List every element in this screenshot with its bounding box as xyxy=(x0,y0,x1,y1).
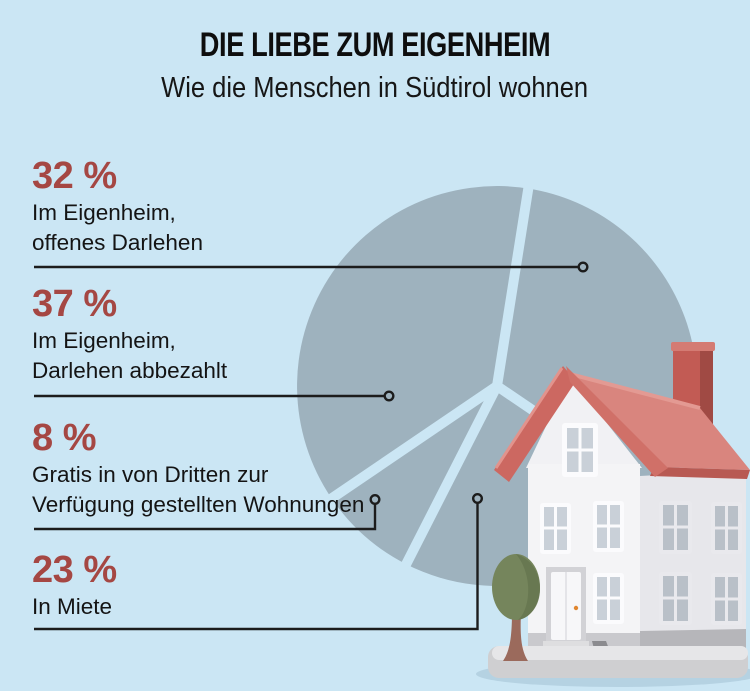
window-icon xyxy=(593,573,624,624)
callout-32: 32 % Im Eigenheim, offenes Darlehen xyxy=(32,154,203,258)
window-icon xyxy=(593,501,624,552)
plinth-side xyxy=(640,629,746,648)
pie-callout-marker-32 xyxy=(577,261,589,273)
house-platform xyxy=(488,646,748,678)
percent-value: 23 % xyxy=(32,549,117,591)
roof-band-highlight xyxy=(494,367,564,469)
pie-slice-separator xyxy=(492,173,536,387)
side-windows xyxy=(659,501,742,625)
percent-value: 8 % xyxy=(32,417,96,459)
pie-slice-37 xyxy=(297,186,529,499)
callout-23: 23 % In Miete xyxy=(32,548,117,622)
pie-slice-8 xyxy=(331,386,497,565)
page-subtitle: Wie die Menschen in Südtirol wohnen xyxy=(161,72,589,104)
pie-callout-marker-8 xyxy=(369,494,381,506)
roof-band-right xyxy=(566,366,668,477)
callout-label-line: Im Eigenheim, xyxy=(32,328,176,353)
pie-callout-marker-37 xyxy=(383,390,395,402)
pie-slice-separator xyxy=(395,383,502,579)
header: DIE LIEBE ZUM EIGENHEIM Wie die Menschen… xyxy=(0,0,750,105)
callout-8: 8 % Gratis in von Dritten zur Verfügung … xyxy=(32,416,364,520)
attic-window-icon xyxy=(562,423,598,477)
window-icon xyxy=(659,572,692,625)
callout-label-line: Darlehen abbezahlt xyxy=(32,358,228,383)
callout-label-line: Verfügung gestellten Wohnungen xyxy=(32,492,365,517)
pie-callout-marker-23 xyxy=(472,493,484,505)
leader-line-23 xyxy=(34,503,479,631)
callout-label-line: Gratis in von Dritten zur xyxy=(32,462,269,487)
house-illustration xyxy=(476,342,750,687)
percent-value: 32 % xyxy=(32,155,117,197)
leader-lines xyxy=(34,261,589,631)
window-icon xyxy=(711,573,742,625)
percent-value: 37 % xyxy=(32,283,117,325)
roof-ridge xyxy=(569,372,701,410)
door-handle xyxy=(573,605,579,611)
roof-band-left xyxy=(494,366,576,482)
roof-eave xyxy=(650,467,750,479)
pie-slice-separator xyxy=(317,381,500,511)
leader-line-8 xyxy=(34,504,377,531)
front-windows xyxy=(540,501,624,624)
window-icon xyxy=(659,501,692,554)
callout-label-line: In Miete xyxy=(32,594,113,619)
page-title: DIE LIEBE ZUM EIGENHEIM xyxy=(199,26,551,64)
window-icon xyxy=(540,503,571,554)
callout-label-line: offenes Darlehen xyxy=(32,230,203,255)
gable-wall xyxy=(526,376,642,468)
window-icon xyxy=(711,502,742,554)
callout-37: 37 % Im Eigenheim, Darlehen abbezahlt xyxy=(32,282,227,386)
tree-icon xyxy=(492,554,540,661)
callout-label-line: Im Eigenheim, xyxy=(32,200,176,225)
roof-plane xyxy=(570,374,750,470)
